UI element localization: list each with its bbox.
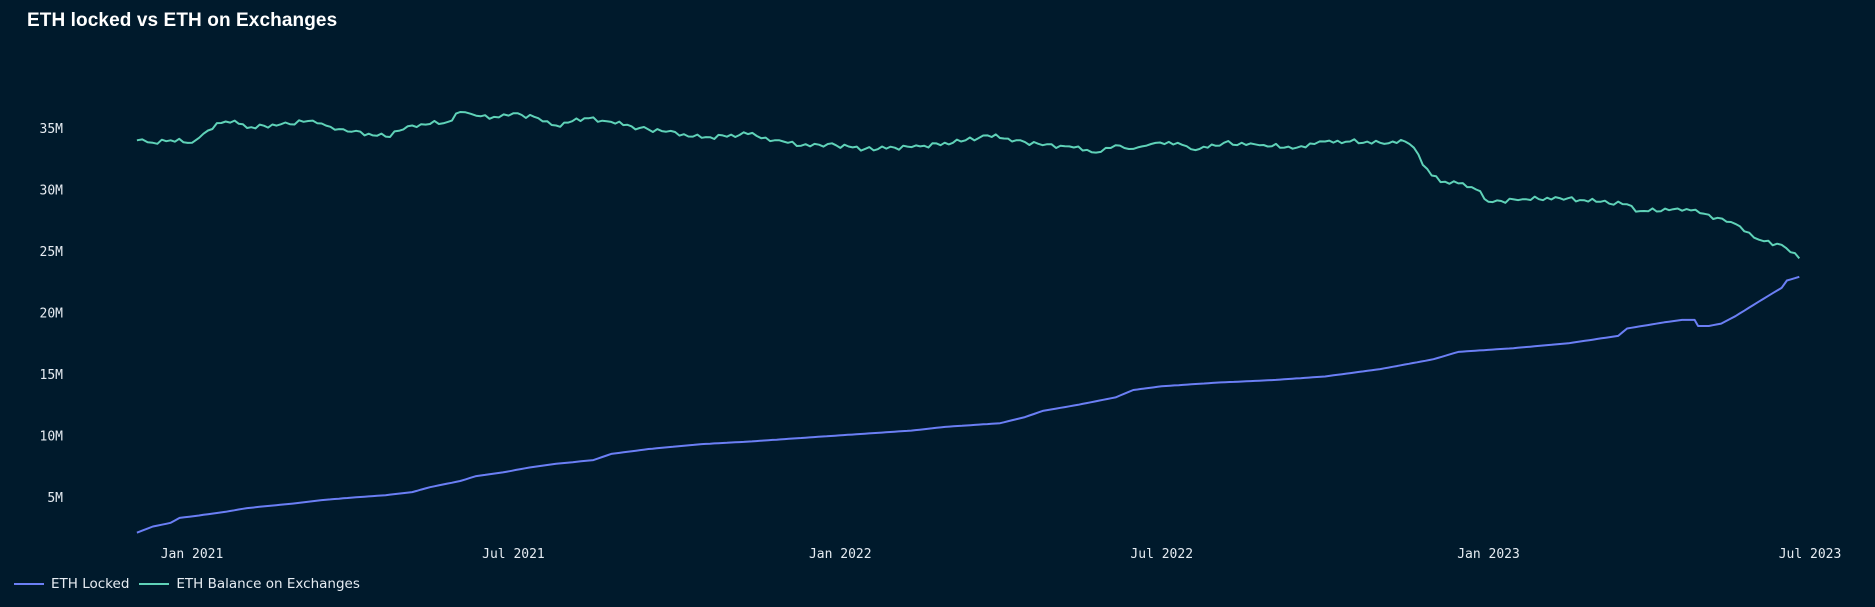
y-tick-label-20m: 20M [40, 307, 64, 322]
legend-swatch-eth-locked [14, 583, 44, 585]
chart-title: ETH locked vs ETH on Exchanges [27, 10, 338, 31]
legend-item-eth-locked[interactable]: ETH Locked [14, 576, 129, 592]
x-tick-label-jan-2023: Jan 2023 [1457, 547, 1520, 562]
y-tick-label-15m: 15M [40, 368, 64, 383]
series-line-eth-balance-on-exchanges [136, 111, 1801, 260]
y-tick-label-10m: 10M [40, 430, 64, 445]
chart-legend: ETH Locked ETH Balance on Exchanges [14, 576, 370, 592]
series-lines [136, 111, 1801, 534]
y-tick-label-30m: 30M [40, 184, 64, 199]
x-tick-label-jul-2021: Jul 2021 [482, 547, 545, 562]
x-tick-label-jul-2023: Jul 2023 [1779, 547, 1842, 562]
legend-item-eth-balance-on-exchanges[interactable]: ETH Balance on Exchanges [139, 576, 360, 592]
x-axis-ticks: Jan 2021 Jul 2021 Jan 2022 Jul 2022 Jan 2023… [161, 547, 1842, 562]
legend-swatch-eth-balance-on-exchanges [139, 583, 170, 585]
y-axis-ticks: 5M 10M 15M 20M 25M 30M 35M [40, 122, 64, 506]
legend-label-eth-locked: ETH Locked [51, 576, 130, 592]
series-line-eth-locked [136, 275, 1800, 534]
y-tick-label-25m: 25M [40, 245, 64, 260]
x-tick-label-jan-2021: Jan 2021 [161, 547, 224, 562]
legend-label-eth-balance-on-exchanges: ETH Balance on Exchanges [176, 576, 360, 592]
y-tick-label-5m: 5M [47, 491, 63, 506]
y-tick-label-35m: 35M [40, 122, 64, 137]
x-tick-label-jul-2022: Jul 2022 [1130, 547, 1193, 562]
x-tick-label-jan-2022: Jan 2022 [809, 547, 872, 562]
